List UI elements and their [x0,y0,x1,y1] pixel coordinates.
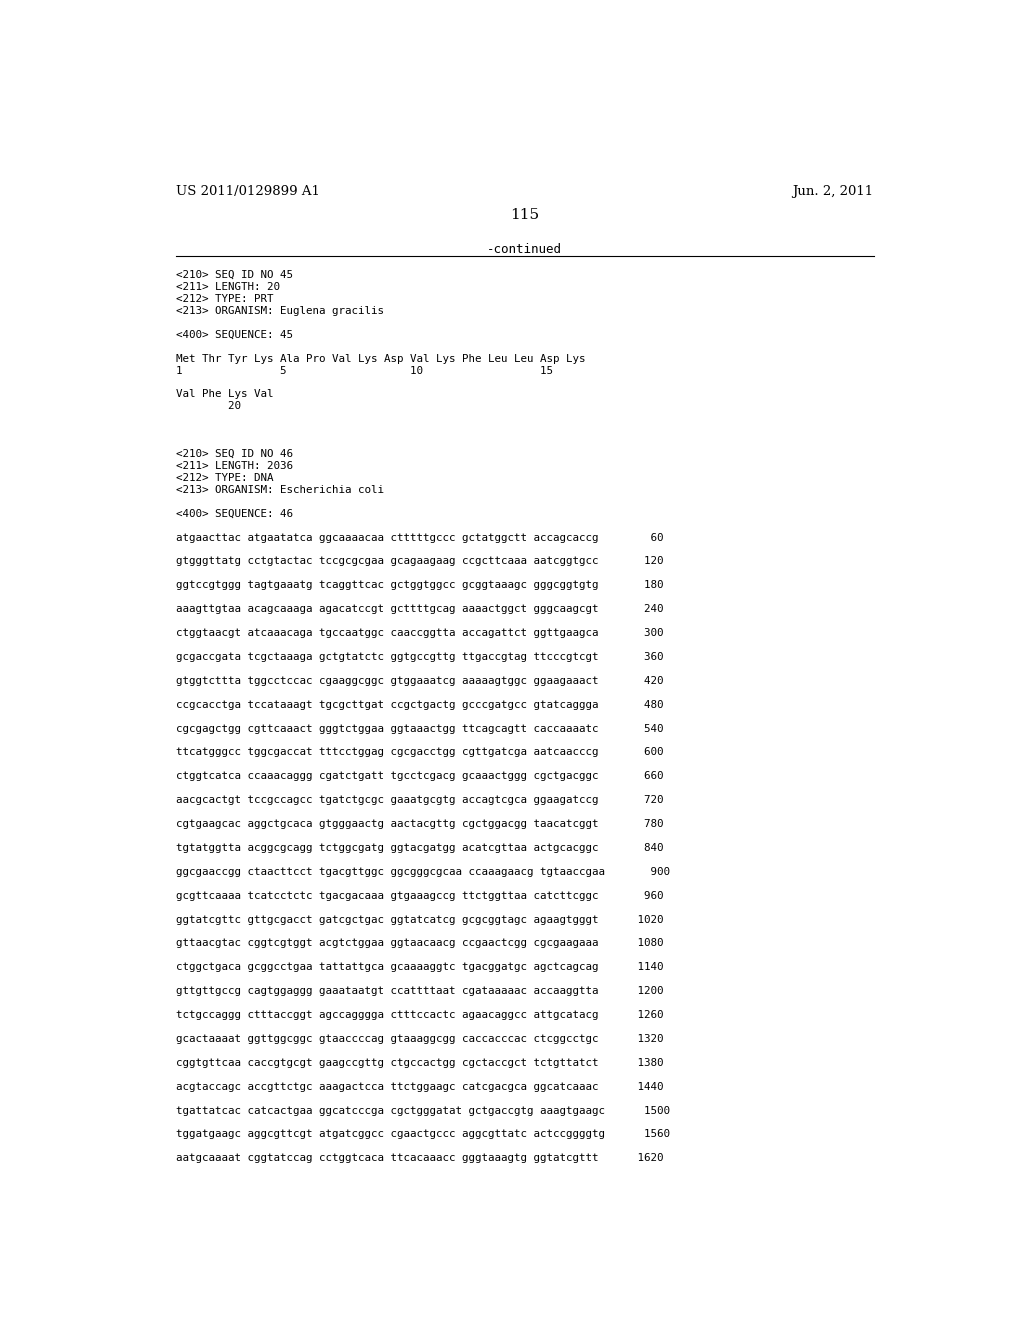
Text: aatgcaaaat cggtatccag cctggtcaca ttcacaaacc gggtaaagtg ggtatcgttt      1620: aatgcaaaat cggtatccag cctggtcaca ttcacaa… [176,1154,664,1163]
Text: <213> ORGANISM: Euglena gracilis: <213> ORGANISM: Euglena gracilis [176,306,384,315]
Text: tggatgaagc aggcgttcgt atgatcggcc cgaactgccc aggcgttatc actccggggtg      1560: tggatgaagc aggcgttcgt atgatcggcc cgaactg… [176,1130,670,1139]
Text: gttgttgccg cagtggaggg gaaataatgt ccattttaat cgataaaaac accaaggtta      1200: gttgttgccg cagtggaggg gaaataatgt ccatttt… [176,986,664,997]
Text: gcgaccgata tcgctaaaga gctgtatctc ggtgccgttg ttgaccgtag ttcccgtcgt       360: gcgaccgata tcgctaaaga gctgtatctc ggtgccg… [176,652,664,661]
Text: <400> SEQUENCE: 46: <400> SEQUENCE: 46 [176,508,293,519]
Text: <210> SEQ ID NO 46: <210> SEQ ID NO 46 [176,449,293,459]
Text: ggtatcgttc gttgcgacct gatcgctgac ggtatcatcg gcgcggtagc agaagtgggt      1020: ggtatcgttc gttgcgacct gatcgctgac ggtatca… [176,915,664,924]
Text: <213> ORGANISM: Escherichia coli: <213> ORGANISM: Escherichia coli [176,484,384,495]
Text: aacgcactgt tccgccagcc tgatctgcgc gaaatgcgtg accagtcgca ggaagatccg       720: aacgcactgt tccgccagcc tgatctgcgc gaaatgc… [176,795,664,805]
Text: ctggtcatca ccaaacaggg cgatctgatt tgcctcgacg gcaaactggg cgctgacggc       660: ctggtcatca ccaaacaggg cgatctgatt tgcctcg… [176,771,664,781]
Text: ggcgaaccgg ctaacttcct tgacgttggc ggcgggcgcaa ccaaagaacg tgtaaccgaa       900: ggcgaaccgg ctaacttcct tgacgttggc ggcgggc… [176,867,670,876]
Text: tgtatggtta acggcgcagg tctggcgatg ggtacgatgg acatcgttaa actgcacggc       840: tgtatggtta acggcgcagg tctggcgatg ggtacga… [176,843,664,853]
Text: Jun. 2, 2011: Jun. 2, 2011 [793,185,873,198]
Text: <211> LENGTH: 2036: <211> LENGTH: 2036 [176,461,293,471]
Text: cggtgttcaa caccgtgcgt gaagccgttg ctgccactgg cgctaccgct tctgttatct      1380: cggtgttcaa caccgtgcgt gaagccgttg ctgccac… [176,1057,664,1068]
Text: atgaacttac atgaatatca ggcaaaacaa ctttttgccc gctatggctt accagcaccg        60: atgaacttac atgaatatca ggcaaaacaa ctttttg… [176,533,664,543]
Text: -continued: -continued [487,243,562,256]
Text: Met Thr Tyr Lys Ala Pro Val Lys Asp Val Lys Phe Leu Leu Asp Lys: Met Thr Tyr Lys Ala Pro Val Lys Asp Val … [176,354,586,363]
Text: <210> SEQ ID NO 45: <210> SEQ ID NO 45 [176,271,293,280]
Text: tgattatcac catcactgaa ggcatcccga cgctgggatat gctgaccgtg aaagtgaagc      1500: tgattatcac catcactgaa ggcatcccga cgctggg… [176,1106,670,1115]
Text: gtggtcttta tggcctccac cgaaggcggc gtggaaatcg aaaaagtggc ggaagaaact       420: gtggtcttta tggcctccac cgaaggcggc gtggaaa… [176,676,664,686]
Text: 115: 115 [510,209,540,223]
Text: <400> SEQUENCE: 45: <400> SEQUENCE: 45 [176,330,293,339]
Text: 20: 20 [176,401,241,412]
Text: tctgccaggg ctttaccggt agccagggga ctttccactc agaacaggcc attgcatacg      1260: tctgccaggg ctttaccggt agccagggga ctttcca… [176,1010,664,1020]
Text: <212> TYPE: PRT: <212> TYPE: PRT [176,294,273,304]
Text: acgtaccagc accgttctgc aaagactcca ttctggaagc catcgacgca ggcatcaaac      1440: acgtaccagc accgttctgc aaagactcca ttctgga… [176,1081,664,1092]
Text: <212> TYPE: DNA: <212> TYPE: DNA [176,473,273,483]
Text: 1               5                   10                  15: 1 5 10 15 [176,366,553,375]
Text: ctggctgaca gcggcctgaa tattattgca gcaaaaggtc tgacggatgc agctcagcag      1140: ctggctgaca gcggcctgaa tattattgca gcaaaag… [176,962,664,973]
Text: US 2011/0129899 A1: US 2011/0129899 A1 [176,185,319,198]
Text: ttcatgggcc tggcgaccat tttcctggag cgcgacctgg cgttgatcga aatcaacccg       600: ttcatgggcc tggcgaccat tttcctggag cgcgacc… [176,747,664,758]
Text: ccgcacctga tccataaagt tgcgcttgat ccgctgactg gcccgatgcc gtatcaggga       480: ccgcacctga tccataaagt tgcgcttgat ccgctga… [176,700,664,710]
Text: ggtccgtggg tagtgaaatg tcaggttcac gctggtggcc gcggtaaagc gggcggtgtg       180: ggtccgtggg tagtgaaatg tcaggttcac gctggtg… [176,581,664,590]
Text: gtgggttatg cctgtactac tccgcgcgaa gcagaagaag ccgcttcaaa aatcggtgcc       120: gtgggttatg cctgtactac tccgcgcgaa gcagaag… [176,557,664,566]
Text: gcgttcaaaa tcatcctctc tgacgacaaa gtgaaagccg ttctggttaa catcttcggc       960: gcgttcaaaa tcatcctctc tgacgacaaa gtgaaag… [176,891,664,900]
Text: gttaacgtac cggtcgtggt acgtctggaa ggtaacaacg ccgaactcgg cgcgaagaaa      1080: gttaacgtac cggtcgtggt acgtctggaa ggtaaca… [176,939,664,948]
Text: <211> LENGTH: 20: <211> LENGTH: 20 [176,282,280,292]
Text: aaagttgtaa acagcaaaga agacatccgt gcttttgcag aaaactggct gggcaagcgt       240: aaagttgtaa acagcaaaga agacatccgt gcttttg… [176,605,664,614]
Text: gcactaaaat ggttggcggc gtaaccccag gtaaaggcgg caccacccac ctcggcctgc      1320: gcactaaaat ggttggcggc gtaaccccag gtaaagg… [176,1034,664,1044]
Text: cgtgaagcac aggctgcaca gtgggaactg aactacgttg cgctggacgg taacatcggt       780: cgtgaagcac aggctgcaca gtgggaactg aactacg… [176,818,664,829]
Text: cgcgagctgg cgttcaaact gggtctggaa ggtaaactgg ttcagcagtt caccaaaatc       540: cgcgagctgg cgttcaaact gggtctggaa ggtaaac… [176,723,664,734]
Text: Val Phe Lys Val: Val Phe Lys Val [176,389,273,400]
Text: ctggtaacgt atcaaacaga tgccaatggc caaccggtta accagattct ggttgaagca       300: ctggtaacgt atcaaacaga tgccaatggc caaccgg… [176,628,664,638]
